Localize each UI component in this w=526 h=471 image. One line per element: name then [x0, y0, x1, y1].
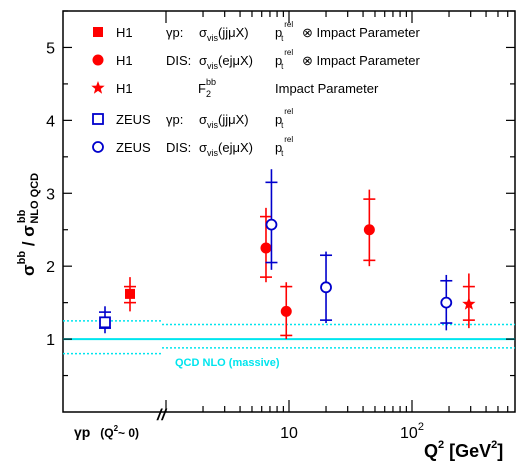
gp-exp: 2: [114, 424, 119, 433]
marker-square-open: [92, 113, 104, 125]
legend-process: γp:: [166, 25, 183, 40]
x-axis-title: Q2 [GeV2]: [424, 439, 503, 461]
y-tick-label: 1: [46, 332, 55, 349]
y-axis-title: σbb / σbbNLO QCD: [16, 173, 41, 276]
legend-observable: Fbb 2: [198, 77, 216, 99]
gp-rest: ~ 0): [118, 426, 139, 440]
data-point: [363, 189, 376, 267]
legend-extra: Impact Parameter: [275, 81, 379, 96]
legend-observable: σvis(jjμX): [199, 25, 249, 43]
x-tick-label: 10: [280, 425, 298, 442]
marker-circle-filled: [260, 242, 272, 254]
ylabel-mid: / σ: [19, 225, 38, 251]
plot-frame: [62, 10, 516, 413]
data-point: [259, 207, 272, 283]
marker-circle-filled: [280, 305, 292, 317]
legend-entry: H1 Fbb 2 Impact Parameter: [91, 77, 379, 99]
legend-pt: prel t: [275, 135, 293, 158]
legend-experiment: H1: [116, 53, 133, 68]
legend-pt: prel t: [275, 48, 293, 71]
legend-extra: ⊗ Impact Parameter: [302, 25, 420, 40]
y-tick-label: 4: [46, 113, 55, 130]
marker-square-filled: [125, 288, 135, 299]
marker-square-filled: [93, 27, 103, 37]
data-point: [440, 274, 453, 331]
legend-experiment: ZEUS: [116, 140, 151, 155]
data-point: [99, 306, 111, 334]
data-point: [124, 277, 136, 312]
data-point: [462, 273, 476, 329]
legend-pt: prel t: [275, 20, 293, 43]
marker-square-open: [99, 316, 111, 329]
gp-main: γp: [74, 424, 90, 440]
data-point: [320, 251, 333, 324]
xlabel-unit: [GeV: [444, 441, 491, 461]
x-tick-label: 102: [400, 421, 424, 442]
legend-experiment: H1: [116, 25, 133, 40]
legend-experiment: H1: [116, 81, 133, 96]
legend-process: DIS:: [166, 53, 191, 68]
y-tick-label: 2: [46, 259, 55, 276]
xlabel-close: ]: [497, 441, 503, 461]
svg-text:σbb / σbbNLO QCD: σbb / σbbNLO QCD: [16, 173, 41, 276]
marker-circle-open: [320, 281, 332, 294]
ylabel-sup1: bb: [16, 251, 28, 265]
legend-process: γp:: [166, 112, 183, 127]
legend-extra: ⊗ Impact Parameter: [302, 53, 420, 68]
xlabel-exp: 2: [438, 439, 444, 451]
nlo-label: QCD NLO (massive): [175, 357, 280, 369]
ylabel-main: σ: [19, 264, 38, 276]
marker-star-filled: [91, 81, 105, 94]
y-axis: 1 2 3 4 5: [46, 10, 515, 377]
ylabel-sub2: NLO QCD: [29, 173, 41, 224]
legend-entry: ZEUS DIS: σvis(ejμX) prel t: [92, 135, 293, 158]
legend-experiment: ZEUS: [116, 112, 151, 127]
data-point: [280, 282, 293, 340]
y-tick-label: 5: [46, 40, 55, 57]
legend-observable: σvis(ejμX): [199, 53, 253, 71]
y-tick-label: 3: [46, 186, 55, 203]
nlo-band: [63, 320, 515, 355]
marker-circle-filled: [92, 54, 104, 66]
gp-paren: (Q: [100, 426, 113, 440]
marker-circle-open: [265, 218, 278, 231]
legend-process: DIS:: [166, 140, 191, 155]
legend-entry: ZEUS γp: σvis(jjμX) prel t: [92, 107, 293, 130]
axis-break: //: [156, 407, 167, 424]
legend-pt: prel t: [275, 107, 293, 130]
ylabel-sup2: bb: [16, 209, 28, 223]
data-point: [265, 169, 278, 270]
marker-circle-filled: [363, 224, 375, 236]
legend-entry: H1 γp: σvis(jjμX) prel t ⊗ Impact Parameter: [93, 20, 420, 43]
legend-entry: H1 DIS: σvis(ejμX) prel t ⊗ Impact Parameter: [92, 48, 420, 71]
legend-observable: σvis(jjμX): [199, 112, 249, 130]
xlabel-unit-exp: 2: [491, 439, 497, 451]
x-axis: 10 102: [165, 11, 509, 442]
marker-circle-open: [440, 296, 453, 309]
legend-observable: σvis(ejμX): [199, 140, 253, 158]
marker-circle-open: [92, 141, 104, 153]
xlabel-base: Q: [424, 441, 438, 461]
legend: H1 γp: σvis(jjμX) prel t ⊗ Impact ParameterH1…: [91, 20, 420, 158]
data-points: [99, 169, 476, 340]
marker-star-filled: [462, 297, 476, 310]
gp-x-label: γp (Q2~ 0): [74, 424, 139, 440]
